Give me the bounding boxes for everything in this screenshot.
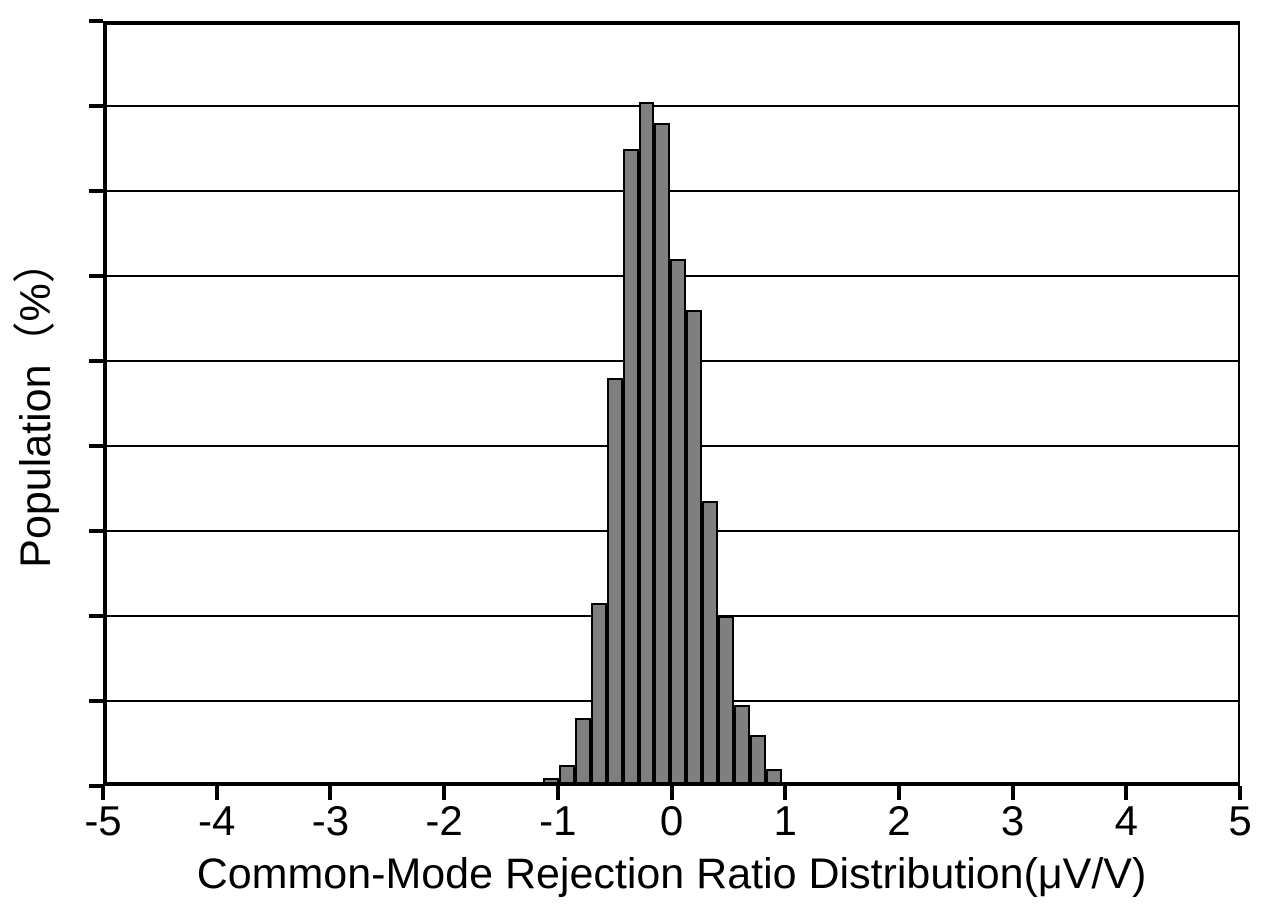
x-axis-tick: [783, 786, 788, 800]
histogram-bar: [543, 777, 559, 783]
histogram-bar: [622, 148, 639, 783]
x-axis-tick: [896, 786, 901, 800]
histogram-bar: [702, 501, 719, 783]
x-axis-tick: [1124, 786, 1129, 800]
histogram-bar: [590, 603, 607, 783]
histogram-bar: [686, 310, 703, 783]
x-tick-label: -1: [539, 797, 577, 844]
x-tick-label: 5: [1228, 797, 1252, 844]
x-axis-tick: [442, 786, 447, 800]
histogram-bar: [718, 616, 735, 783]
y-axis-tick: [89, 529, 103, 533]
x-tick-label: 4: [1114, 797, 1138, 844]
y-axis-tick: [89, 784, 103, 788]
x-axis-tick: [555, 786, 560, 800]
x-axis-tick: [101, 786, 105, 800]
x-tick-label: 1: [773, 797, 797, 844]
histogram-bar: [654, 123, 671, 783]
x-tick-label: 2: [887, 797, 911, 844]
histogram-bar: [749, 735, 766, 783]
histogram-bar: [606, 378, 623, 783]
x-tick-label: -4: [198, 797, 236, 844]
histogram-bar: [638, 101, 655, 783]
plot-area: [103, 21, 1240, 786]
x-axis-title: Common-Mode Rejection Ratio Distribution…: [196, 850, 1147, 898]
gridline: [107, 190, 1238, 192]
x-axis-tick: [1238, 786, 1242, 800]
x-axis-tick: [1010, 786, 1015, 800]
histogram-bar: [734, 705, 750, 783]
y-axis-tick: [89, 614, 103, 618]
histogram-bar: [765, 769, 782, 783]
y-axis-title: Population（%）: [12, 240, 60, 568]
y-axis-tick: [89, 274, 103, 278]
y-axis-tick: [89, 189, 103, 193]
x-axis-tick: [214, 786, 219, 800]
x-tick-label: 3: [1000, 797, 1025, 844]
gridline: [107, 105, 1238, 107]
x-tick-label: -3: [311, 797, 350, 844]
x-tick-label: -5: [84, 797, 122, 844]
x-tick-label: -2: [425, 797, 463, 844]
x-axis-tick: [328, 786, 333, 800]
histogram-bar: [670, 259, 687, 783]
histogram-bar: [574, 718, 591, 783]
y-axis-tick: [89, 359, 103, 363]
y-axis-tick: [89, 699, 103, 703]
x-tick-label: 0: [659, 797, 684, 844]
x-axis-tick: [669, 786, 674, 800]
histogram-bar: [558, 764, 575, 783]
y-axis-tick: [89, 444, 103, 448]
y-axis-tick: [89, 19, 103, 23]
y-axis-tick: [89, 104, 103, 108]
